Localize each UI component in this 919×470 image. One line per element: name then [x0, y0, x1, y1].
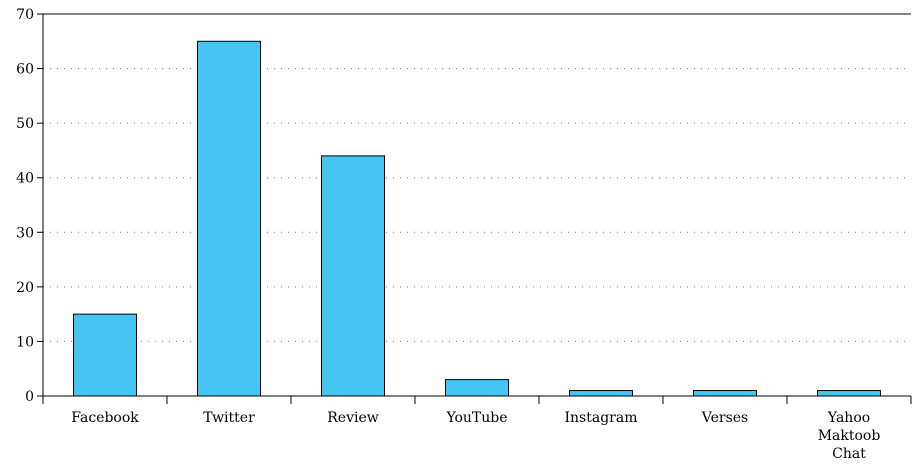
bar-3 [445, 379, 509, 397]
y-tick-label-0: 0 [25, 389, 34, 405]
bar-6 [817, 390, 881, 397]
y-tick-label-1: 10 [16, 334, 34, 350]
x-tick-label-6-line-0: Yahoo [827, 410, 870, 426]
x-tick-label-3-line-0: YouTube [445, 410, 507, 426]
y-tick-label-5: 50 [16, 116, 34, 132]
x-tick-label-2-line-0: Review [327, 410, 378, 426]
y-tick-label-2: 20 [16, 280, 34, 296]
y-tick-label-3: 30 [16, 225, 34, 241]
x-tick-label-3: YouTube [445, 410, 507, 426]
bar-1 [197, 40, 261, 397]
bar-0 [73, 313, 137, 397]
bar-4 [569, 390, 633, 397]
y-tick-label-7: 70 [16, 7, 34, 23]
axes [37, 13, 912, 404]
x-tick-label-1: Twitter [203, 410, 255, 426]
x-tick-label-4-line-0: Instagram [565, 410, 638, 426]
x-tick-label-6-line-1: Maktoob [818, 428, 881, 444]
y-tick-label-6: 60 [16, 62, 34, 78]
x-tick-label-1-line-0: Twitter [203, 410, 255, 426]
x-tick-label-5: Verses [701, 410, 748, 426]
x-tick-label-0-line-0: Facebook [71, 410, 139, 426]
x-tick-label-6-line-2: Chat [832, 446, 866, 462]
bar-5 [693, 390, 757, 397]
bar-2 [321, 155, 385, 397]
bars [73, 40, 881, 397]
x-tick-label-6: Yahoo Maktoob Chat [818, 410, 881, 462]
y-tick-label-4: 40 [16, 171, 34, 187]
x-tick-label-5-line-0: Verses [701, 410, 748, 426]
x-tick-label-4: Instagram [565, 410, 638, 426]
x-tick-label-0: Facebook [71, 410, 139, 426]
tick-labels: 0 10 20 30 40 50 60 70 Facebook Twitter Review YouT… [16, 7, 880, 462]
x-tick-label-2: Review [327, 410, 378, 426]
grid [43, 68, 911, 342]
